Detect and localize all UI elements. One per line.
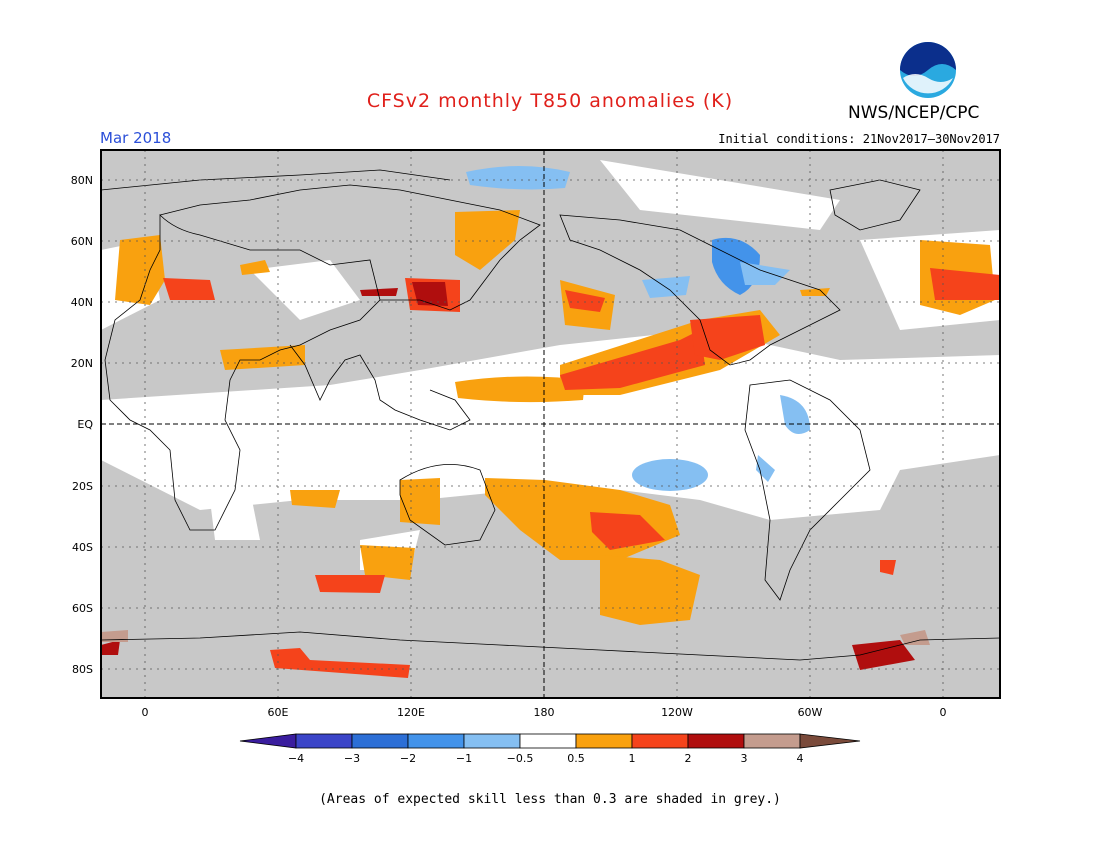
legend-swatch [575, 733, 633, 749]
lat-label: 20S [72, 480, 93, 493]
legend-swatch [743, 733, 801, 749]
lat-label: 40N [71, 296, 93, 309]
lon-label: 60E [268, 706, 289, 719]
legend-tick: −2 [400, 752, 416, 765]
forecast-month: Mar 2018 [100, 129, 172, 147]
color-legend [239, 733, 861, 749]
legend-tick: −1 [456, 752, 472, 765]
organization-label: NWS/NCEP/CPC [848, 103, 980, 123]
legend-swatch [239, 733, 297, 749]
graticule [101, 150, 1000, 698]
legend-tick: 3 [741, 752, 748, 765]
legend-tick: 4 [797, 752, 804, 765]
lon-label: 180 [534, 706, 555, 719]
lon-label: 0 [142, 706, 149, 719]
map-title: CFSv2 monthly T850 anomalies (K) [366, 90, 734, 112]
lon-label: 120W [661, 706, 693, 719]
warm-anomalies-4K [101, 630, 930, 645]
legend-swatch [351, 733, 409, 749]
legend-swatch [463, 733, 521, 749]
legend-swatch [295, 733, 353, 749]
initial-conditions: Initial conditions: 21Nov2017–30Nov2017 [718, 132, 1000, 146]
lat-label: 60N [71, 235, 93, 248]
lat-label: 60S [72, 602, 93, 615]
lat-label: EQ [77, 418, 93, 431]
coastlines [101, 169, 1000, 661]
legend-tick: −3 [344, 752, 360, 765]
legend-swatch [687, 733, 745, 749]
lat-label: 40S [72, 541, 93, 554]
legend-swatch [631, 733, 689, 749]
lon-label: 120E [397, 706, 425, 719]
legend-tick: −4 [288, 752, 304, 765]
legend-tick: 1 [629, 752, 636, 765]
legend-tick: 2 [685, 752, 692, 765]
noaa-logo [895, 40, 961, 104]
lat-label: 20N [71, 357, 93, 370]
map-frame [100, 149, 1001, 699]
legend-swatch [799, 733, 861, 749]
legend-tick: −0.5 [507, 752, 534, 765]
lon-label: 60W [798, 706, 823, 719]
longitude-labels: 0 60E 120E 180 120W 60W 0 [142, 706, 947, 719]
lon-label: 0 [940, 706, 947, 719]
legend-tick: 0.5 [567, 752, 585, 765]
latitude-labels: 80N 60N 40N 20N EQ 20S 40S 60S 80S [71, 174, 94, 676]
lat-label: 80N [71, 174, 93, 187]
legend-tick-labels: −4 −3 −2 −1 −0.5 0.5 1 2 3 4 [288, 752, 804, 765]
lat-label: 80S [72, 663, 93, 676]
skill-footnote: (Areas of expected skill less than 0.3 a… [319, 792, 781, 807]
legend-swatch [519, 733, 577, 749]
legend-swatch [407, 733, 465, 749]
reference-lines [101, 150, 1000, 698]
